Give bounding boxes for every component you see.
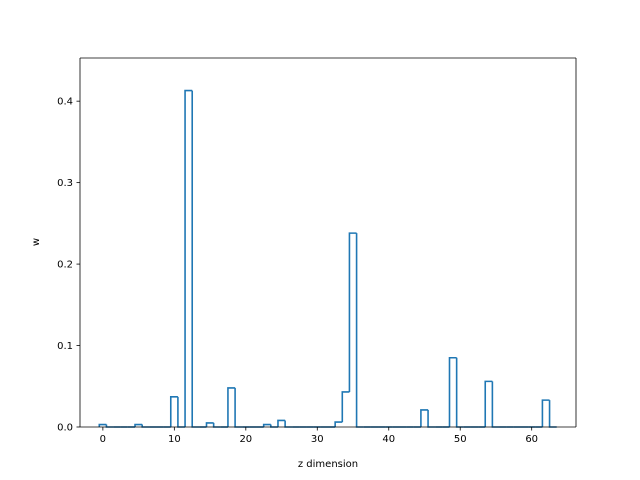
histogram-bin-10: [169, 396, 178, 427]
y-tick-label: 0.1: [57, 341, 73, 352]
ticks-layer: 0 10 20 30 40 50 60 0.0 0.1 0.2 0.3 0.4: [57, 97, 538, 445]
x-axis-label: z dimension: [298, 459, 358, 470]
histogram-bin-45: [420, 409, 429, 427]
y-tick-label: 0.2: [57, 260, 73, 271]
y-tick-label: 0.0: [57, 423, 73, 434]
plot-area: [80, 58, 576, 427]
x-tick-label: 30: [311, 434, 324, 445]
axes-layer: [79, 57, 577, 428]
histogram-bin-25: [277, 419, 286, 427]
histogram-bin-62: [541, 399, 550, 427]
histogram-bin-12: [184, 89, 193, 427]
histogram-bin-18: [227, 387, 236, 427]
histogram-bin-34: [341, 391, 350, 423]
x-tick-label: 60: [525, 434, 538, 445]
x-tick-label: 20: [239, 434, 252, 445]
histogram-bin-15: [205, 422, 214, 427]
x-tick-label: 50: [454, 434, 467, 445]
histogram-bin-33: [334, 421, 343, 427]
x-tick-label: 40: [382, 434, 395, 445]
y-tick-label: 0.4: [57, 97, 73, 108]
x-tick-label: 0: [100, 434, 106, 445]
histogram-bin-23: [262, 423, 271, 427]
y-axis-label: w: [31, 238, 42, 246]
histogram-bin-49: [448, 356, 457, 427]
histogram-bin-0: [98, 423, 107, 427]
histogram-bin-5: [134, 423, 143, 427]
histogram-bin-35: [348, 232, 357, 392]
x-tick-label: 10: [168, 434, 181, 445]
y-tick-label: 0.3: [57, 178, 73, 189]
histogram-bin-54: [484, 380, 493, 427]
